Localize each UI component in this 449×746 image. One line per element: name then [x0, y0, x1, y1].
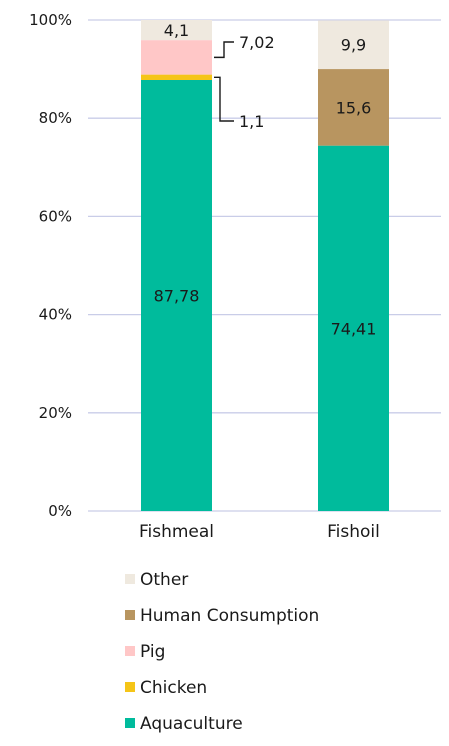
bar-segment-other: [141, 20, 212, 41]
legend-swatch: [125, 718, 135, 728]
legend-swatch: [125, 610, 135, 620]
data-label: 4,1: [164, 21, 189, 40]
legend-label: Other: [140, 570, 188, 590]
data-label: 74,41: [331, 319, 377, 338]
legend-label: Pig: [140, 642, 165, 662]
bar-segment-pig: [141, 40, 212, 75]
data-label: 1,1: [239, 112, 264, 131]
y-tick-label: 40%: [39, 306, 72, 324]
legend-swatch: [125, 682, 135, 692]
bar-segment-human-consumption: [318, 69, 389, 146]
bar-segment-aquaculture: [141, 80, 212, 512]
data-label: 7,02: [239, 33, 275, 52]
legend-swatch: [125, 646, 135, 656]
x-tick-label: Fishoil: [327, 522, 380, 542]
leader-line: [214, 41, 234, 59]
bar-segment-other: [318, 20, 389, 70]
bar-segment-aquaculture: [318, 145, 389, 511]
legend-label: Aquaculture: [140, 714, 243, 734]
data-label: 87,78: [154, 287, 200, 306]
y-tick-label: 0%: [48, 502, 72, 520]
y-tick-label: 20%: [39, 404, 72, 422]
data-label: 15,6: [336, 98, 372, 117]
legend-label: Human Consumption: [140, 606, 319, 626]
legend-swatch: [125, 574, 135, 584]
x-tick-label: Fishmeal: [139, 522, 214, 542]
y-tick-label: 100%: [29, 11, 72, 29]
bar-segment-chicken: [141, 74, 212, 81]
legend-label: Chicken: [140, 678, 207, 698]
leader-line: [214, 76, 234, 122]
data-label: 9,9: [341, 36, 366, 55]
y-tick-label: 80%: [39, 109, 72, 127]
y-tick-label: 60%: [39, 207, 72, 225]
